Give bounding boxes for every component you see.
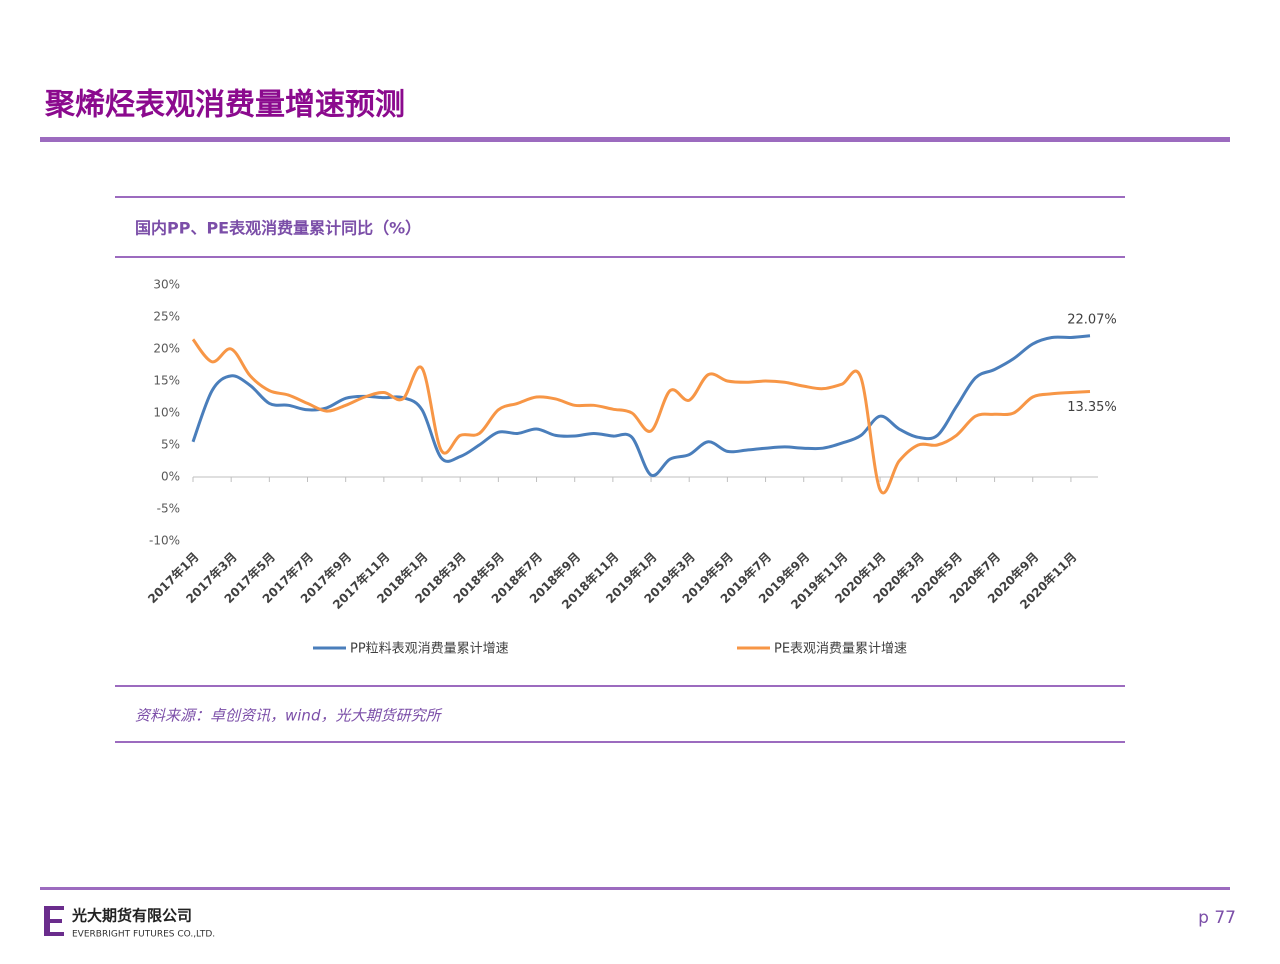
y-tick-label: 20% [153, 342, 180, 356]
title-rule [40, 137, 1230, 142]
y-tick-label: 10% [153, 406, 180, 420]
page-number: p 77 [1198, 908, 1236, 928]
y-tick-label: 30% [153, 278, 180, 292]
company-cn: 光大期货有限公司 [71, 907, 192, 925]
y-tick-label: 5% [161, 438, 180, 452]
chart-title: 国内PP、PE表观消费量累计同比（%） [135, 219, 421, 238]
y-tick-label: 15% [153, 374, 180, 388]
logo-icon [44, 906, 64, 936]
legend-label: PP粒料表观消费量累计增速 [350, 642, 509, 657]
y-tick-label: -5% [157, 502, 180, 516]
footer-rule [40, 887, 1230, 890]
y-tick-label: 25% [153, 310, 180, 324]
data-label: 22.07% [1067, 312, 1117, 327]
series-line [191, 338, 1091, 495]
legend-label: PE表观消费量累计增速 [774, 642, 907, 657]
source-note: 资料来源：卓创资讯，wind，光大期货研究所 [135, 707, 442, 725]
series-line [191, 334, 1091, 478]
y-tick-label: 0% [161, 470, 180, 484]
y-tick-label: -10% [149, 534, 180, 548]
company-en: EVERBRIGHT FUTURES CO.,LTD. [72, 930, 215, 940]
slide-title: 聚烯烃表观消费量增速预测 [44, 88, 405, 123]
data-label: 13.35% [1067, 400, 1117, 415]
